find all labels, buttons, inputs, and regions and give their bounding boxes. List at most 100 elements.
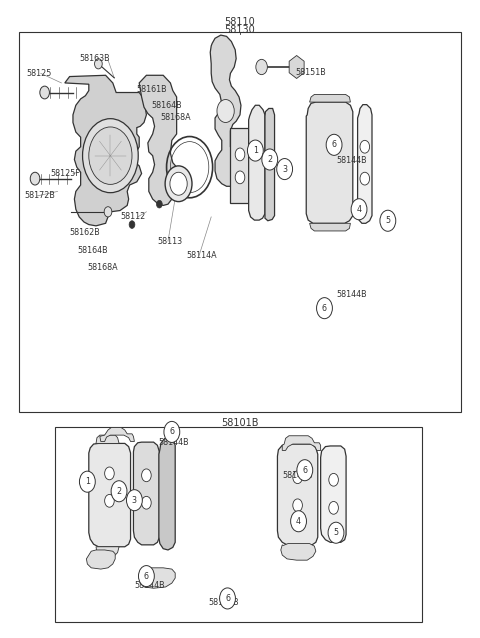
Text: 58163B: 58163B (79, 54, 110, 63)
Polygon shape (96, 435, 119, 443)
Text: 58144B: 58144B (336, 156, 367, 165)
Polygon shape (139, 568, 175, 588)
Text: 58162B: 58162B (70, 228, 100, 237)
Circle shape (329, 473, 338, 486)
Polygon shape (249, 105, 265, 220)
Text: 2: 2 (117, 487, 121, 496)
Circle shape (360, 140, 370, 153)
Circle shape (95, 59, 102, 69)
Text: 6: 6 (302, 466, 307, 475)
Text: 58125: 58125 (26, 69, 52, 78)
Text: 3: 3 (132, 496, 137, 505)
Circle shape (83, 119, 138, 193)
Polygon shape (133, 442, 159, 545)
Text: 6: 6 (322, 304, 327, 313)
Polygon shape (100, 427, 134, 441)
Circle shape (235, 171, 245, 184)
Circle shape (328, 522, 344, 543)
Text: 58114A: 58114A (186, 251, 217, 260)
Text: 58144B: 58144B (134, 581, 165, 590)
Polygon shape (277, 444, 318, 545)
Circle shape (262, 149, 278, 170)
Text: 58144B: 58144B (282, 471, 313, 480)
Circle shape (139, 565, 155, 587)
Polygon shape (96, 547, 119, 555)
Text: 4: 4 (296, 517, 301, 526)
Circle shape (79, 471, 95, 493)
Text: 58151B: 58151B (295, 68, 326, 77)
Circle shape (351, 199, 367, 219)
Polygon shape (210, 35, 241, 186)
Circle shape (165, 166, 192, 202)
Circle shape (297, 459, 313, 481)
Circle shape (156, 200, 162, 208)
Circle shape (105, 467, 114, 480)
Text: 4: 4 (357, 205, 361, 214)
Text: 58164B: 58164B (151, 101, 182, 110)
Polygon shape (358, 105, 372, 223)
Circle shape (142, 496, 151, 509)
Circle shape (164, 422, 180, 443)
Text: 58168A: 58168A (161, 113, 192, 122)
Circle shape (217, 100, 234, 122)
Polygon shape (282, 436, 321, 450)
Circle shape (219, 588, 235, 609)
Circle shape (290, 510, 307, 532)
Polygon shape (281, 544, 316, 560)
Polygon shape (289, 56, 304, 78)
Circle shape (142, 469, 151, 482)
Text: 58125F: 58125F (50, 169, 80, 178)
Text: 3: 3 (282, 165, 287, 174)
Text: 58164B: 58164B (78, 246, 108, 255)
Text: 6: 6 (225, 594, 230, 603)
FancyBboxPatch shape (19, 32, 461, 412)
Text: 58144B: 58144B (336, 290, 367, 299)
Circle shape (256, 59, 267, 75)
Polygon shape (139, 75, 177, 205)
Circle shape (111, 481, 127, 501)
Circle shape (104, 207, 112, 217)
Polygon shape (159, 438, 175, 550)
Text: 58161B: 58161B (137, 85, 168, 94)
Polygon shape (65, 75, 146, 226)
FancyBboxPatch shape (55, 427, 422, 622)
Text: 58113: 58113 (157, 237, 182, 246)
Circle shape (89, 127, 132, 184)
Circle shape (40, 86, 49, 99)
Text: 58110: 58110 (225, 17, 255, 27)
Circle shape (317, 297, 333, 318)
Text: 58144B: 58144B (158, 438, 189, 447)
Polygon shape (89, 443, 131, 547)
Circle shape (276, 159, 293, 180)
Polygon shape (306, 102, 353, 223)
Text: 1: 1 (253, 146, 258, 155)
Polygon shape (321, 446, 346, 542)
Text: 5: 5 (334, 528, 338, 537)
Text: 5: 5 (385, 216, 390, 225)
Circle shape (105, 494, 114, 507)
Polygon shape (310, 94, 350, 102)
Text: 58101B: 58101B (221, 418, 259, 428)
Circle shape (293, 499, 302, 512)
Polygon shape (265, 108, 275, 221)
Circle shape (293, 471, 302, 484)
Text: 58144B: 58144B (209, 598, 240, 607)
Circle shape (380, 211, 396, 232)
Text: 58130: 58130 (225, 25, 255, 35)
Circle shape (129, 221, 135, 228)
Polygon shape (230, 128, 250, 203)
Text: 6: 6 (169, 427, 174, 436)
Circle shape (248, 140, 264, 161)
Circle shape (329, 501, 338, 514)
Polygon shape (310, 223, 350, 231)
Text: 58172B: 58172B (24, 191, 55, 200)
Text: 58168A: 58168A (87, 263, 118, 272)
Polygon shape (86, 550, 115, 569)
Text: 2: 2 (267, 155, 272, 164)
Circle shape (326, 135, 342, 156)
Text: 6: 6 (332, 140, 336, 149)
Circle shape (235, 148, 245, 161)
Circle shape (30, 172, 40, 185)
Circle shape (127, 490, 142, 510)
Text: 6: 6 (144, 572, 149, 581)
